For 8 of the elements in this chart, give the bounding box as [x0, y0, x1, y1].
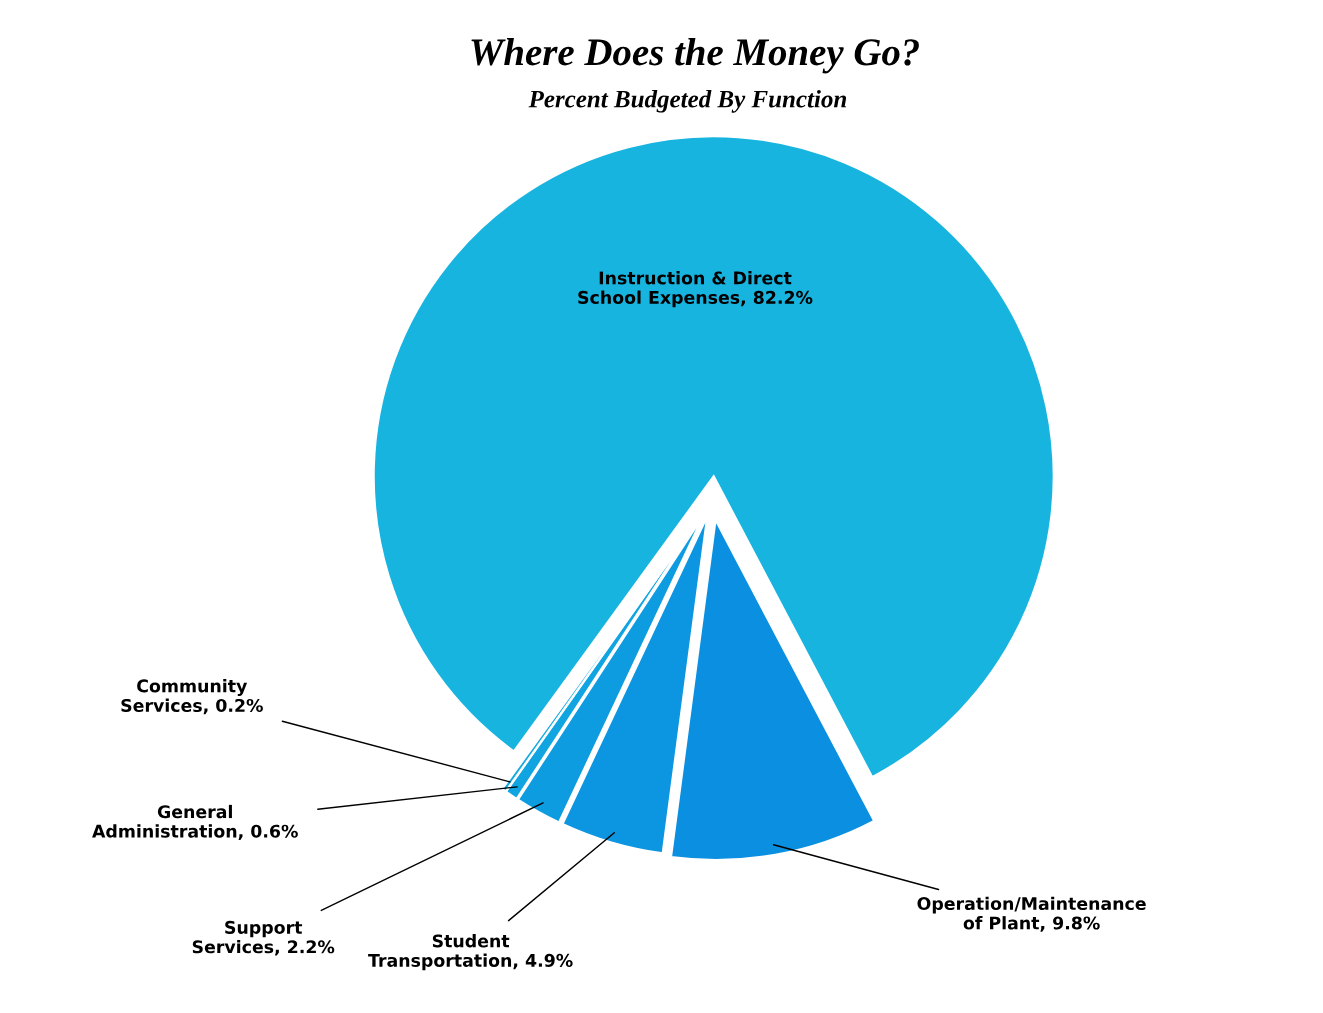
slice-label: Operation/Maintenance of Plant, 9.8% [917, 896, 1146, 932]
chart-subtitle: Percent Budgeted By Function [528, 89, 847, 113]
slice-label: General Administration, 0.6% [92, 804, 298, 840]
chart-title: Where Does the Money Go? [471, 38, 919, 74]
slice-label: Support Services, 2.2% [192, 920, 335, 956]
slice-label: Community Services, 0.2% [121, 679, 263, 715]
slice-label: Student Transportation, 4.9% [368, 934, 573, 971]
slice-label: Instruction & Direct School Expenses, 82.2% [578, 271, 813, 308]
